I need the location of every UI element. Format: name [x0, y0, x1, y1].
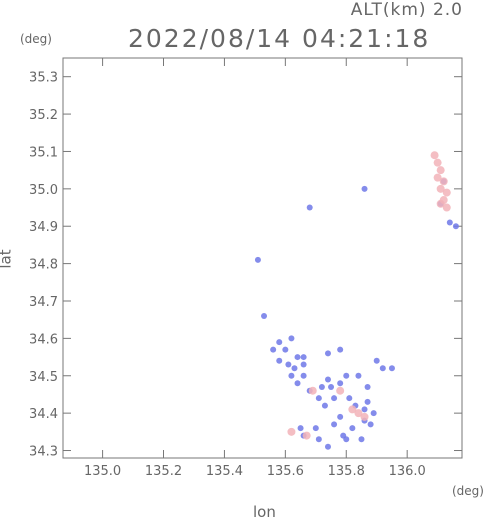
data-point-pink [439, 177, 448, 186]
y-tick-label: 34.4 [29, 407, 58, 422]
data-point-blue [361, 185, 368, 192]
data-point-blue [261, 312, 268, 319]
data-point-blue [276, 339, 283, 346]
data-point-blue [346, 395, 353, 402]
data-point-blue [306, 204, 313, 211]
data-point-blue [331, 395, 338, 402]
data-point-blue [328, 383, 335, 390]
data-point-blue [364, 383, 371, 390]
data-point-blue [388, 365, 395, 372]
y-tick-label: 34.3 [29, 445, 58, 460]
data-point-blue [324, 350, 331, 357]
data-point-blue [318, 383, 325, 390]
data-point-blue [370, 410, 377, 417]
x-tick-label: 135.6 [267, 464, 304, 479]
x-axis: 135.0 135.2 135.4 135.6 135.8 136.0 [84, 58, 426, 479]
data-point-blue [324, 443, 331, 450]
y-tick-label: 35.2 [29, 108, 58, 123]
data-point-pink [430, 151, 439, 160]
data-point-blue [373, 357, 380, 364]
data-point-blue [294, 354, 301, 361]
x-tick-label: 135.4 [206, 464, 243, 479]
data-point-blue [300, 354, 307, 361]
data-point-pink [436, 184, 445, 193]
data-point-pink [287, 427, 296, 436]
timestamp-title: 2022/08/14 04:21:18 [128, 24, 431, 53]
y-axis: 34.3 34.4 34.5 34.6 34.7 34.8 34.9 35.0 35.1 35.2… [29, 71, 462, 460]
x-unit-label: (deg) [452, 484, 484, 498]
data-point-pink [433, 173, 442, 182]
data-point-blue [337, 346, 344, 353]
data-point-blue [331, 421, 338, 428]
data-point-blue [315, 395, 322, 402]
data-point-blue [379, 365, 386, 372]
data-point-blue [291, 365, 298, 372]
data-point-blue [446, 219, 453, 226]
data-point-blue [297, 425, 304, 432]
y-tick-label: 34.6 [29, 332, 58, 347]
plot-area [62, 57, 463, 459]
x-tick-label: 135.8 [328, 464, 365, 479]
y-tick-label: 34.7 [29, 295, 58, 310]
data-point-blue [270, 346, 277, 353]
x-tick-label: 135.2 [145, 464, 182, 479]
y-tick-label: 35.1 [29, 145, 58, 160]
data-point-blue [254, 256, 261, 263]
data-point-blue [276, 357, 283, 364]
data-point-blue [285, 361, 292, 368]
data-point-pink [336, 386, 345, 395]
data-point-pink [433, 158, 442, 167]
data-point-blue [452, 223, 459, 230]
data-point-pink [436, 199, 445, 208]
data-point-blue [315, 436, 322, 443]
y-tick-label: 35.3 [29, 71, 58, 86]
data-point-pink [360, 412, 369, 421]
data-point-blue [282, 346, 289, 353]
data-point-pink [348, 405, 357, 414]
data-point-blue [300, 361, 307, 368]
y-axis-label: lat [0, 249, 15, 269]
data-point-pink [354, 409, 363, 418]
x-tick-label: 135.0 [84, 464, 121, 479]
data-point-pink [302, 431, 311, 440]
data-point-pink [442, 188, 451, 197]
data-point-blue [367, 421, 374, 428]
data-point-blue [364, 398, 371, 405]
data-point-blue [288, 335, 295, 342]
data-point-blue [337, 413, 344, 420]
data-point-blue [300, 372, 307, 379]
data-point-blue [343, 372, 350, 379]
data-point-blue [349, 425, 356, 432]
data-point-blue [343, 436, 350, 443]
data-point-blue [312, 425, 319, 432]
data-point-blue [361, 406, 368, 413]
x-tick-label: 136.0 [389, 464, 426, 479]
y-tick-label: 34.9 [29, 220, 58, 235]
data-point-blue [337, 380, 344, 387]
data-point-blue [324, 376, 331, 383]
altitude-label: ALT(km) 2.0 [350, 0, 463, 20]
data-point-blue [288, 372, 295, 379]
data-point-blue [321, 402, 328, 409]
data-point-pink [308, 386, 317, 395]
y-tick-label: 35.0 [29, 183, 58, 198]
y-unit-label: (deg) [20, 32, 52, 46]
y-tick-label: 34.5 [29, 370, 58, 385]
data-point-blue [294, 380, 301, 387]
data-point-blue [358, 436, 365, 443]
y-tick-label: 34.8 [29, 258, 58, 273]
data-point-pink [442, 203, 451, 212]
x-axis-label: lon [253, 503, 276, 521]
data-point-blue [355, 372, 362, 379]
data-point-pink [436, 166, 445, 175]
data-points [254, 151, 459, 450]
